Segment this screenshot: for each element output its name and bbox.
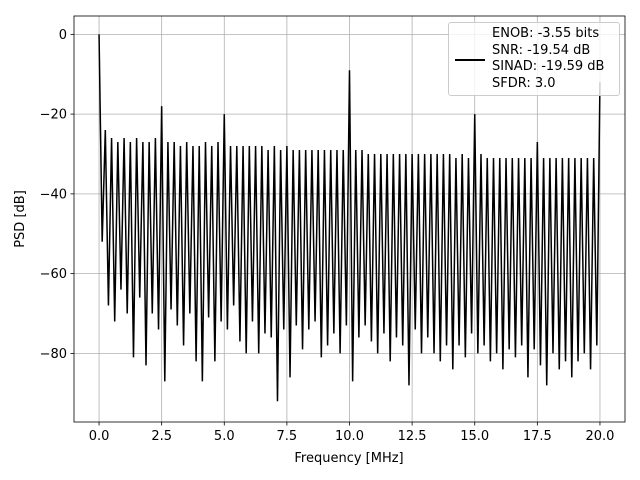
x-tick-label: 20.0: [585, 429, 614, 444]
legend-swatch: [455, 59, 485, 61]
y-tick-label: −20: [40, 108, 67, 123]
x-tick-label: 12.5: [398, 429, 427, 444]
axes-frame: [73, 15, 626, 423]
axes: 0.0 2.5 5.0 7.5 10.0 12.5 15.0 17.5 20.0 0 −20 −40 −…: [40, 15, 626, 444]
legend: ENOB: -3.55 bits SNR: -19.54 dB SINAD: -…: [448, 22, 620, 96]
x-axis-label: Frequency [MHz]: [294, 451, 403, 466]
y-tick-label: −40: [40, 187, 67, 202]
x-tick-label: 7.5: [277, 429, 298, 444]
x-tick-label: 10.0: [335, 429, 364, 444]
x-tick-label: 17.5: [523, 429, 552, 444]
series-line: [98, 34, 601, 402]
x-tick-label: 2.5: [151, 429, 172, 444]
x-tick-label: 0.0: [89, 429, 110, 444]
y-tick-label: −80: [40, 347, 67, 362]
x-tick-label: 5.0: [214, 429, 235, 444]
x-tick-label: 15.0: [460, 429, 489, 444]
y-axis-label: PSD [dB]: [13, 190, 28, 248]
legend-label: ENOB: -3.55 bits SNR: -19.54 dB SINAD: -…: [492, 26, 605, 91]
plot-area: [98, 34, 601, 402]
y-tick-label: −60: [40, 267, 67, 282]
y-tick-label: 0: [59, 28, 67, 43]
